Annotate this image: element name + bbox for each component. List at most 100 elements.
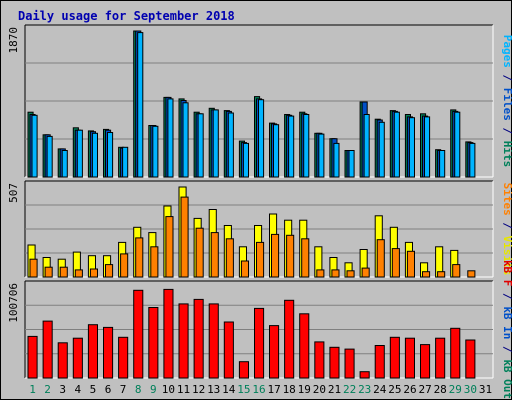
x-tick-label-day-2: 2 [44,383,51,396]
x-tick-label-day-31: 31 [479,383,492,396]
bar-visits-sites-day-16 [256,241,265,278]
x-tick-label-day-22: 22 [343,383,356,396]
bar-hits-pages-day-15 [242,142,249,178]
bar-hits-pages-day-12 [197,113,204,178]
bar-kbytes-kb-f-day-22 [344,348,355,379]
bar-kbytes-kb-f-day-13 [208,303,219,379]
bar-visits-sites-day-20 [316,269,325,278]
bar-kbytes-kb-f-day-24 [374,345,385,379]
bar-visits-sites-day-24 [376,239,385,278]
panel-kbytes-legend-item: kB In [501,306,512,339]
bar-hits-pages-day-26 [408,117,415,178]
panel-kbytes-legend-item: / [501,339,512,359]
bar-kbytes-kb-f-day-20 [314,341,325,379]
panel-visits-legend-item: Visits [501,236,512,276]
bar-visits-sites-day-4 [74,269,83,278]
bar-kbytes-kb-f-day-23 [359,371,370,379]
bar-hits-pages-day-5 [91,132,99,178]
bar-kbytes-kb-f-day-28 [435,337,446,379]
x-tick-label-day-10: 10 [162,383,175,396]
bar-hits-pages-day-16 [258,99,265,178]
panel-visits-legend: Sites / Visits [501,183,512,276]
panel-hits-max-label: 1870 [7,27,20,54]
bar-kbytes-kb-f-day-11 [178,303,189,379]
x-tick-label-day-28: 28 [434,383,447,396]
bar-kbytes-kb-f-day-29 [450,327,461,379]
panel-visits-legend-item: Sites [501,183,512,216]
bar-visits-sites-day-26 [406,250,415,278]
x-tick-label-day-19: 19 [298,383,311,396]
bar-visits-sites-day-22 [346,270,355,278]
bar-visits-sites-day-14 [225,238,234,278]
bar-hits-pages-day-24 [378,121,385,178]
bar-kbytes-kb-f-day-6 [103,326,114,379]
bar-hits-pages-day-19 [303,114,310,178]
bar-kbytes-kb-f-day-18 [284,299,295,379]
bar-kbytes-kb-f-day-4 [72,337,83,379]
bar-kbytes-kb-f-day-27 [420,344,431,379]
x-tick-label-day-16: 16 [252,383,265,396]
bar-hits-pages-day-8 [137,32,144,178]
bar-hits-pages-day-25 [393,111,400,178]
panel-hits-legend: Pages / Files / Hits [501,35,512,168]
bar-hits-pages-day-10 [167,98,174,178]
x-tick-label-day-29: 29 [449,383,462,396]
bar-hits-pages-day-3 [61,150,68,178]
bar-visits-sites-day-12 [195,227,204,278]
x-tick-label-day-23: 23 [358,383,371,396]
bar-kbytes-kb-f-day-5 [87,324,99,379]
x-tick-label-day-14: 14 [222,383,236,396]
bar-visits-sites-day-21 [331,269,340,278]
bar-visits-sites-day-27 [422,271,431,278]
x-tick-label-day-18: 18 [283,383,296,396]
x-tick-label-day-13: 13 [207,383,220,396]
panel-kbytes-legend-item: / [501,286,512,306]
x-tick-label-day-25: 25 [388,383,401,396]
bar-hits-pages-day-11 [182,102,189,178]
x-tick-label-day-26: 26 [403,383,416,396]
bar-visits-sites-day-3 [59,266,68,278]
bar-hits-pages-day-6 [107,132,114,178]
bar-hits-pages-day-30 [469,142,476,178]
bar-hits-pages-day-7 [122,146,129,178]
bar-kbytes-kb-f-day-30 [465,339,476,379]
bar-hits-pages-day-29 [454,111,461,178]
bar-hits-pages-day-20 [318,133,325,178]
bar-hits-pages-day-27 [424,116,431,178]
bar-kbytes-kb-f-day-19 [299,313,310,379]
x-tick-label-day-6: 6 [105,383,112,396]
bar-kbytes-kb-f-day-2 [42,320,53,379]
panel-kbytes-max-label: 100706 [7,283,20,323]
bar-visits-sites-day-2 [44,266,53,278]
x-tick-label-day-7: 7 [120,383,127,396]
bar-kbytes-kb-f-day-12 [193,298,204,379]
panel-kbytes-legend-item: kB Out [501,359,512,399]
bar-visits-sites-day-1 [29,258,38,278]
chart-title: Daily usage for September 2018 [18,9,235,23]
bar-kbytes-kb-f-day-25 [389,336,400,379]
bar-visits-sites-day-28 [437,271,446,278]
bar-hits-pages-day-21 [333,142,340,178]
bar-kbytes-kb-f-day-26 [404,337,415,379]
x-tick-label-day-12: 12 [192,383,205,396]
bar-visits-sites-day-19 [301,238,310,278]
bar-hits-pages-day-2 [46,135,53,178]
bar-hits-pages-day-4 [76,129,83,178]
bar-hits-pages-day-28 [439,150,446,178]
bar-hits-pages-day-13 [212,109,219,178]
bar-kbytes-kb-f-day-10 [163,288,174,379]
panel-hits-legend-item: / [501,68,512,88]
bar-visits-sites-day-10 [165,216,174,278]
x-tick-label-day-15: 15 [237,383,250,396]
panel-hits-legend-item: Files [501,88,512,121]
x-tick-label-day-1: 1 [29,383,36,396]
x-tick-label-day-5: 5 [90,383,97,396]
bar-kbytes-kb-f-day-3 [57,342,68,379]
bar-visits-sites-day-6 [105,264,114,278]
bar-visits-sites-day-18 [286,234,295,278]
bar-visits-sites-day-15 [240,260,249,278]
x-tick-label-day-27: 27 [418,383,431,396]
x-tick-label-day-4: 4 [74,383,81,396]
bar-kbytes-kb-f-day-15 [238,361,249,379]
